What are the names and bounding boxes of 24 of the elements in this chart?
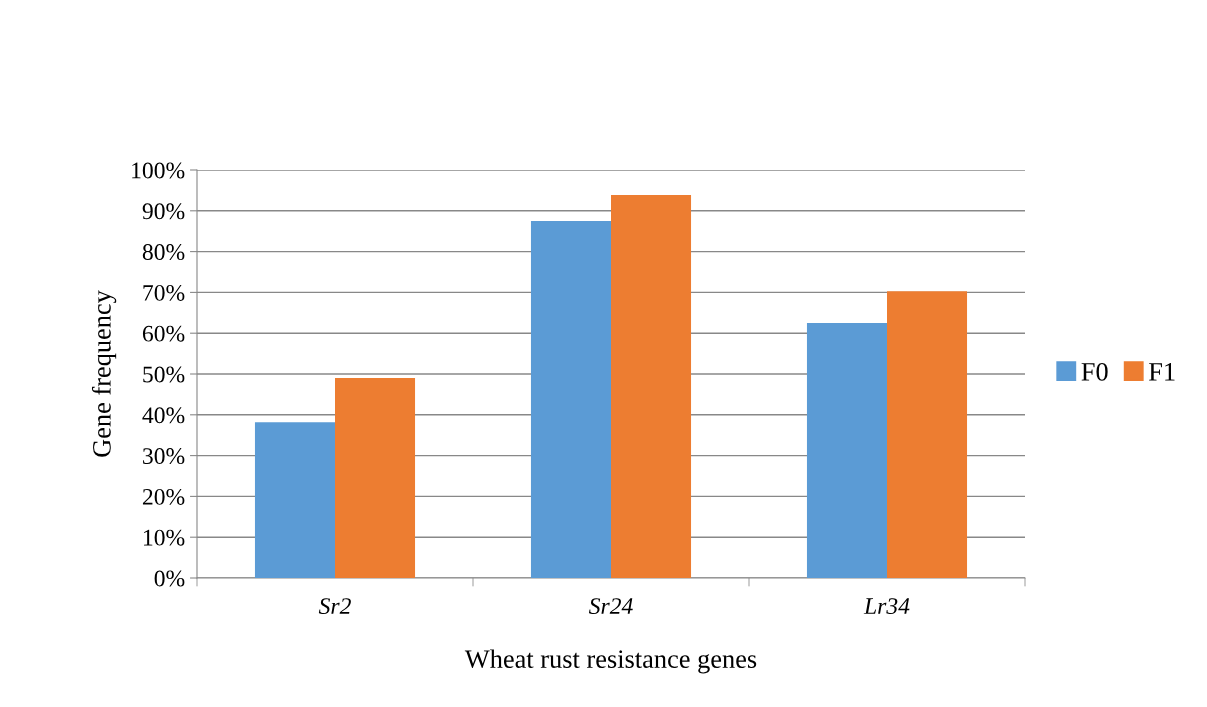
legend-label: F1 [1148, 363, 1175, 381]
legend-label: F0 [1081, 362, 1108, 381]
y-tick-label: 10% [143, 529, 185, 546]
y-tick-label: 100% [132, 162, 185, 179]
bar [254, 422, 335, 578]
bar [806, 323, 887, 578]
bar [530, 221, 611, 578]
y-tick-label: 60% [142, 325, 185, 342]
bar [335, 378, 416, 578]
x-tick-label: Sr24 [588, 598, 633, 615]
bar [611, 194, 692, 578]
x-axis-title: Wheat rust resistance genes [464, 649, 757, 674]
y-tick-label: 0% [154, 570, 185, 587]
y-tick-label: 30% [143, 448, 185, 465]
y-tick-label: 70% [143, 284, 185, 301]
x-tick-label: Lr34 [863, 598, 910, 615]
y-axis-title: Gene frequency [91, 290, 117, 457]
y-tick-label: 20% [142, 488, 185, 505]
y-tick-label: 90% [142, 203, 185, 220]
y-tick-label: 80% [142, 244, 185, 261]
y-tick-label: 40% [142, 407, 185, 424]
x-tick-label: Sr2 [318, 598, 351, 615]
y-tick-label: 50% [143, 366, 185, 383]
bar [887, 291, 968, 578]
